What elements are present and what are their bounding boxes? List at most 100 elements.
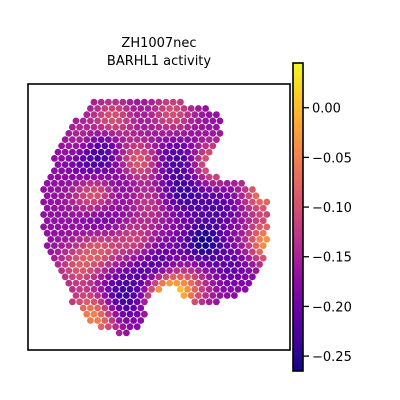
spot [223,204,231,212]
spot [76,273,83,281]
spot [198,186,206,193]
spot [162,98,170,106]
spot [187,204,195,212]
spot [155,148,163,156]
spot [184,161,192,169]
spot [69,123,76,131]
spot [213,248,220,256]
spot [231,254,238,262]
spot [191,173,199,181]
spot [155,98,163,106]
spot [83,136,91,144]
spot [216,254,224,262]
spot [94,317,101,324]
spot [198,248,206,256]
spot [79,142,87,150]
spot [220,236,228,243]
spot [72,217,80,225]
spot [112,161,119,169]
spot [54,223,62,231]
spot [205,173,213,181]
spot [72,130,80,137]
spot [79,242,87,250]
spot [112,123,119,131]
spot [191,261,199,268]
spot [177,198,184,206]
spot [90,261,98,268]
spot [105,236,112,243]
spot [76,261,83,268]
spot [133,285,141,293]
spot [148,136,156,144]
spot [54,161,62,169]
spot [151,217,159,225]
spot [61,161,69,169]
spot [65,192,73,200]
spot [130,117,138,125]
spot [166,179,174,187]
spot [195,267,202,274]
spot [187,130,195,137]
spot [79,117,87,125]
spot [101,242,109,250]
spot [141,261,148,268]
spot [69,211,76,218]
spot [115,130,123,137]
spot [184,248,192,256]
spot [144,179,152,187]
spot [65,155,73,162]
spot [126,186,134,193]
spot [87,254,94,262]
spot [263,211,271,218]
spot [209,179,217,187]
spot [155,198,163,206]
spot [198,161,206,169]
spot [216,279,224,287]
spot [173,242,181,250]
spot [148,148,156,156]
spot [202,167,210,175]
spot [155,186,163,193]
spot [205,261,213,268]
spot [241,236,249,243]
spot [141,211,148,218]
spot [123,317,130,324]
spot [187,105,195,112]
spot [101,279,109,287]
spot [159,179,166,187]
spot [115,329,123,337]
spot [90,223,98,231]
spot [94,229,101,237]
spot [205,236,213,243]
spot [159,229,166,237]
spot [141,98,148,106]
spot [105,136,112,144]
spot [123,229,130,237]
spot [108,242,116,250]
spot [249,261,256,268]
spot [144,142,152,150]
spot [198,211,206,218]
spot [166,242,174,250]
spot [148,285,156,293]
spot [177,285,184,293]
spot [83,285,91,293]
spot [220,186,228,193]
spot [259,217,267,225]
spot [173,279,181,287]
spot [159,217,166,225]
spot [141,173,148,181]
spot [90,136,98,144]
spot [231,292,238,299]
spot [205,285,213,293]
spot [76,236,83,243]
spot [180,192,188,200]
spot [43,229,51,237]
spot [83,123,91,131]
spot [141,136,148,144]
spot [173,142,181,150]
spot [83,111,91,119]
spot [213,211,220,218]
spot [191,285,199,293]
spot [263,198,271,206]
